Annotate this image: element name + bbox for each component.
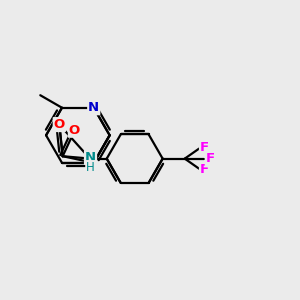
Text: F: F: [200, 164, 209, 176]
Text: O: O: [69, 124, 80, 137]
Text: O: O: [54, 118, 65, 131]
Text: F: F: [206, 152, 215, 165]
Text: N: N: [85, 151, 96, 164]
Text: N: N: [88, 101, 99, 114]
Text: F: F: [200, 141, 209, 154]
Text: H: H: [86, 161, 95, 174]
